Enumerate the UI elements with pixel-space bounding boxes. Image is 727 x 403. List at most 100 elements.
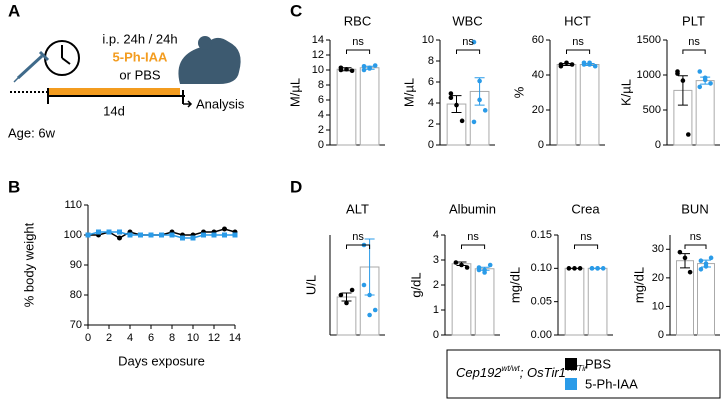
y-axis-label: U/L <box>303 275 318 295</box>
y-tick-label: 500 <box>643 104 661 116</box>
annotation: ns <box>467 231 479 243</box>
chart-title: ALT <box>346 201 369 216</box>
point <box>222 226 227 232</box>
chart-title: PLT <box>682 13 705 28</box>
y-tick-label: 0.00 <box>531 329 552 341</box>
error-bar <box>700 76 711 85</box>
point <box>592 63 598 69</box>
bracket <box>574 244 599 249</box>
bar <box>359 67 380 146</box>
y-tick-label: 0 <box>658 329 664 341</box>
annotation: ns <box>352 36 364 48</box>
point <box>106 229 112 235</box>
y-tick-label: 100 <box>64 229 82 241</box>
bar <box>579 64 600 146</box>
y-axis-label: M/µL <box>401 78 416 107</box>
point <box>372 307 378 313</box>
y-axis-label: mg/dL <box>507 267 522 303</box>
y-tick-label: 0 <box>318 139 324 151</box>
mouse <box>178 37 241 84</box>
bracket <box>682 49 706 54</box>
bar <box>697 263 715 336</box>
y-tick-label: 90 <box>70 259 82 271</box>
age: Age: 6w <box>8 125 56 140</box>
y-tick-label: 0.05 <box>531 296 552 308</box>
schematic <box>10 36 241 108</box>
bar <box>474 268 495 336</box>
y-tick-label: 8 <box>318 79 324 91</box>
y-tick-label: 40 <box>532 69 544 81</box>
error-bar <box>364 65 375 70</box>
error-bar <box>451 95 462 113</box>
panel-letter: D <box>290 177 302 196</box>
y-tick-label: 0.10 <box>531 262 552 274</box>
bracket <box>346 49 371 54</box>
error-bar <box>680 253 690 269</box>
legend <box>446 349 721 399</box>
chart-title: WBC <box>452 13 482 28</box>
error-bar <box>479 266 490 271</box>
point <box>159 232 164 238</box>
x-tick-label: 2 <box>106 332 112 344</box>
point <box>127 232 133 238</box>
point <box>169 232 175 238</box>
error-bar <box>701 259 711 268</box>
point <box>698 258 704 264</box>
injection: i.p. 24h / 24h <box>102 31 177 46</box>
y-axis-label: M/µL <box>287 78 302 107</box>
point <box>344 300 349 306</box>
point <box>698 266 704 272</box>
y-tick-label: 20 <box>532 104 544 116</box>
point <box>708 81 713 86</box>
annotation: ns <box>572 36 584 48</box>
x-axis-label: Days exposure <box>118 353 205 368</box>
y-axis-label: g/dL <box>408 272 423 297</box>
point <box>138 232 143 238</box>
point <box>148 232 154 238</box>
point <box>708 255 714 261</box>
point <box>687 269 693 275</box>
bar <box>556 64 577 146</box>
point <box>487 262 493 268</box>
point <box>697 69 703 74</box>
bracket <box>456 49 481 54</box>
chart-title: Crea <box>571 201 600 216</box>
point <box>459 118 465 124</box>
control: or PBS <box>119 67 161 82</box>
error-bar <box>677 75 688 106</box>
point <box>338 65 344 71</box>
bar <box>336 68 357 146</box>
point <box>471 119 477 125</box>
point <box>190 235 196 241</box>
annotation: ns <box>352 231 364 243</box>
point <box>675 71 680 76</box>
x-tick-label: 14 <box>229 332 241 344</box>
error-bar <box>561 62 572 67</box>
point <box>367 312 372 318</box>
endpoint: Analysis <box>196 96 245 111</box>
point <box>566 266 572 271</box>
chart-title: HCT <box>564 13 591 28</box>
y-tick-label: 2 <box>433 279 439 291</box>
point <box>222 232 227 238</box>
y-tick-label: 2 <box>318 124 324 136</box>
point <box>581 62 587 67</box>
panel-letter: A <box>8 1 20 20</box>
y-tick-label: 12 <box>312 49 324 61</box>
point <box>558 62 564 67</box>
error-bar <box>341 292 352 302</box>
point <box>361 63 367 69</box>
bar <box>451 263 472 336</box>
y-tick-label: 10 <box>312 64 324 76</box>
point <box>464 265 470 270</box>
y-axis-label: K/µL <box>618 79 633 106</box>
x-tick-label: 10 <box>187 332 199 344</box>
y-tick-label: 0 <box>433 329 439 341</box>
y-tick-label: 30 <box>652 243 664 255</box>
y-axis-label: % body weight <box>21 222 36 307</box>
bar <box>587 267 608 336</box>
bracket <box>461 244 486 249</box>
point <box>448 95 454 101</box>
bracket <box>566 49 591 54</box>
